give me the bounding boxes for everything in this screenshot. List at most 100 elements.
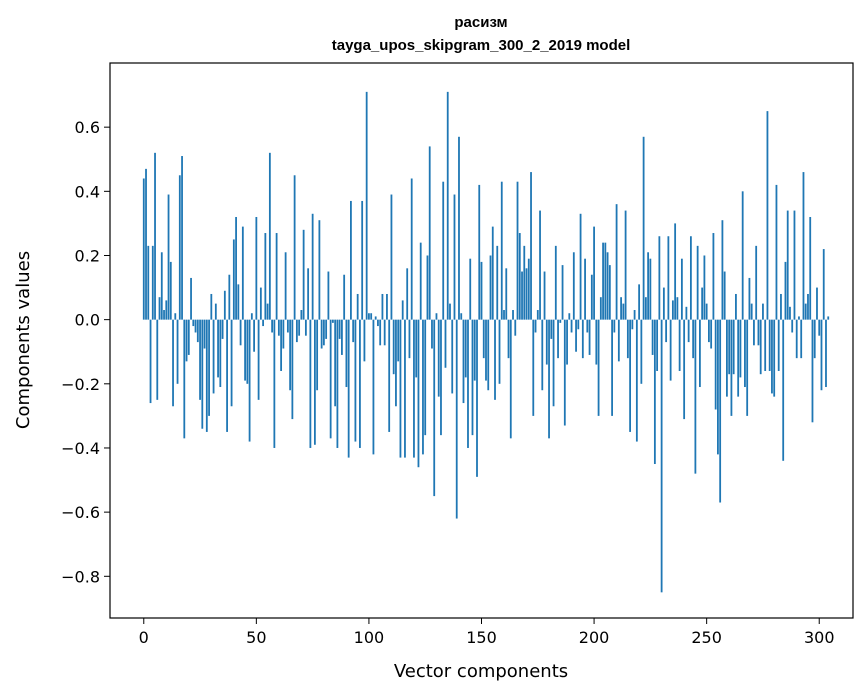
bar bbox=[539, 210, 541, 320]
bar bbox=[332, 319, 334, 323]
bar bbox=[259, 287, 262, 320]
bar bbox=[825, 319, 827, 388]
bar bbox=[680, 258, 683, 320]
bar bbox=[748, 277, 751, 320]
bar bbox=[527, 258, 530, 320]
bar bbox=[717, 319, 719, 455]
bar bbox=[584, 258, 586, 320]
bar bbox=[187, 319, 190, 355]
bar bbox=[262, 319, 264, 327]
bar bbox=[620, 297, 622, 320]
bar bbox=[487, 319, 490, 391]
bar bbox=[784, 261, 787, 320]
bar bbox=[617, 319, 620, 362]
bar bbox=[543, 271, 546, 320]
bar bbox=[642, 136, 645, 320]
bar bbox=[338, 319, 341, 339]
bar bbox=[462, 319, 465, 404]
bar bbox=[552, 319, 555, 407]
bar bbox=[322, 319, 325, 346]
bar bbox=[599, 297, 602, 320]
bar bbox=[469, 258, 472, 320]
bar bbox=[473, 319, 476, 381]
bar bbox=[365, 91, 368, 320]
bar bbox=[608, 265, 611, 320]
bar bbox=[172, 319, 174, 407]
bar bbox=[196, 319, 199, 343]
bar bbox=[518, 233, 521, 320]
bar bbox=[302, 229, 305, 320]
x-tick-label: 100 bbox=[354, 628, 385, 647]
bar bbox=[550, 319, 553, 339]
bar bbox=[536, 310, 539, 320]
bar bbox=[534, 319, 537, 333]
bar bbox=[147, 245, 150, 320]
bar bbox=[208, 319, 210, 416]
bar bbox=[273, 319, 276, 448]
bar bbox=[395, 319, 397, 407]
bar bbox=[455, 319, 458, 519]
x-tick-label: 250 bbox=[691, 628, 722, 647]
bar bbox=[241, 226, 244, 320]
bar bbox=[205, 319, 208, 432]
bar bbox=[694, 319, 697, 474]
bar bbox=[458, 136, 460, 320]
bar bbox=[300, 310, 303, 320]
bar bbox=[525, 268, 528, 320]
bar bbox=[480, 261, 483, 320]
bar bbox=[167, 194, 170, 320]
bar bbox=[503, 310, 505, 320]
bar bbox=[223, 290, 226, 320]
bar bbox=[714, 319, 717, 410]
bar bbox=[658, 236, 661, 320]
bar bbox=[624, 210, 627, 320]
bar bbox=[708, 319, 710, 343]
bar bbox=[298, 319, 301, 336]
bar bbox=[739, 319, 742, 378]
bar bbox=[750, 303, 753, 320]
bar bbox=[183, 319, 186, 439]
bar bbox=[512, 310, 514, 320]
bar bbox=[595, 319, 598, 365]
x-tick-label: 200 bbox=[579, 628, 610, 647]
chart-title: расизм bbox=[454, 14, 507, 31]
bar bbox=[386, 293, 388, 320]
bar bbox=[647, 252, 650, 320]
bar bbox=[419, 242, 422, 320]
bar bbox=[181, 156, 183, 320]
bar bbox=[638, 284, 641, 320]
bar bbox=[703, 255, 706, 320]
x-axis-label: Vector components bbox=[394, 661, 568, 682]
y-tick-label: −0.8 bbox=[61, 567, 100, 586]
bar bbox=[613, 319, 616, 333]
bar bbox=[561, 265, 564, 320]
bar bbox=[721, 220, 724, 320]
bar bbox=[741, 191, 744, 320]
bar bbox=[464, 319, 467, 378]
y-tick-label: 0.4 bbox=[75, 182, 100, 201]
bar bbox=[397, 319, 400, 362]
bar bbox=[471, 319, 474, 436]
bar bbox=[291, 319, 294, 420]
bar bbox=[156, 319, 159, 400]
bar bbox=[467, 319, 469, 448]
bar bbox=[653, 319, 656, 465]
bar bbox=[579, 213, 582, 320]
bar bbox=[192, 319, 195, 327]
bar bbox=[250, 313, 253, 320]
bar bbox=[786, 210, 789, 320]
bar bbox=[780, 293, 782, 320]
bar bbox=[768, 319, 771, 371]
bar bbox=[374, 316, 377, 320]
bar bbox=[489, 255, 492, 320]
bar bbox=[316, 319, 319, 391]
bar bbox=[541, 319, 544, 391]
bar bbox=[516, 181, 519, 320]
bar bbox=[239, 319, 242, 346]
bar bbox=[514, 319, 517, 336]
bar bbox=[368, 313, 370, 320]
bar bbox=[289, 319, 292, 391]
bar bbox=[631, 319, 634, 330]
bar bbox=[169, 261, 172, 320]
bar bbox=[496, 245, 499, 320]
